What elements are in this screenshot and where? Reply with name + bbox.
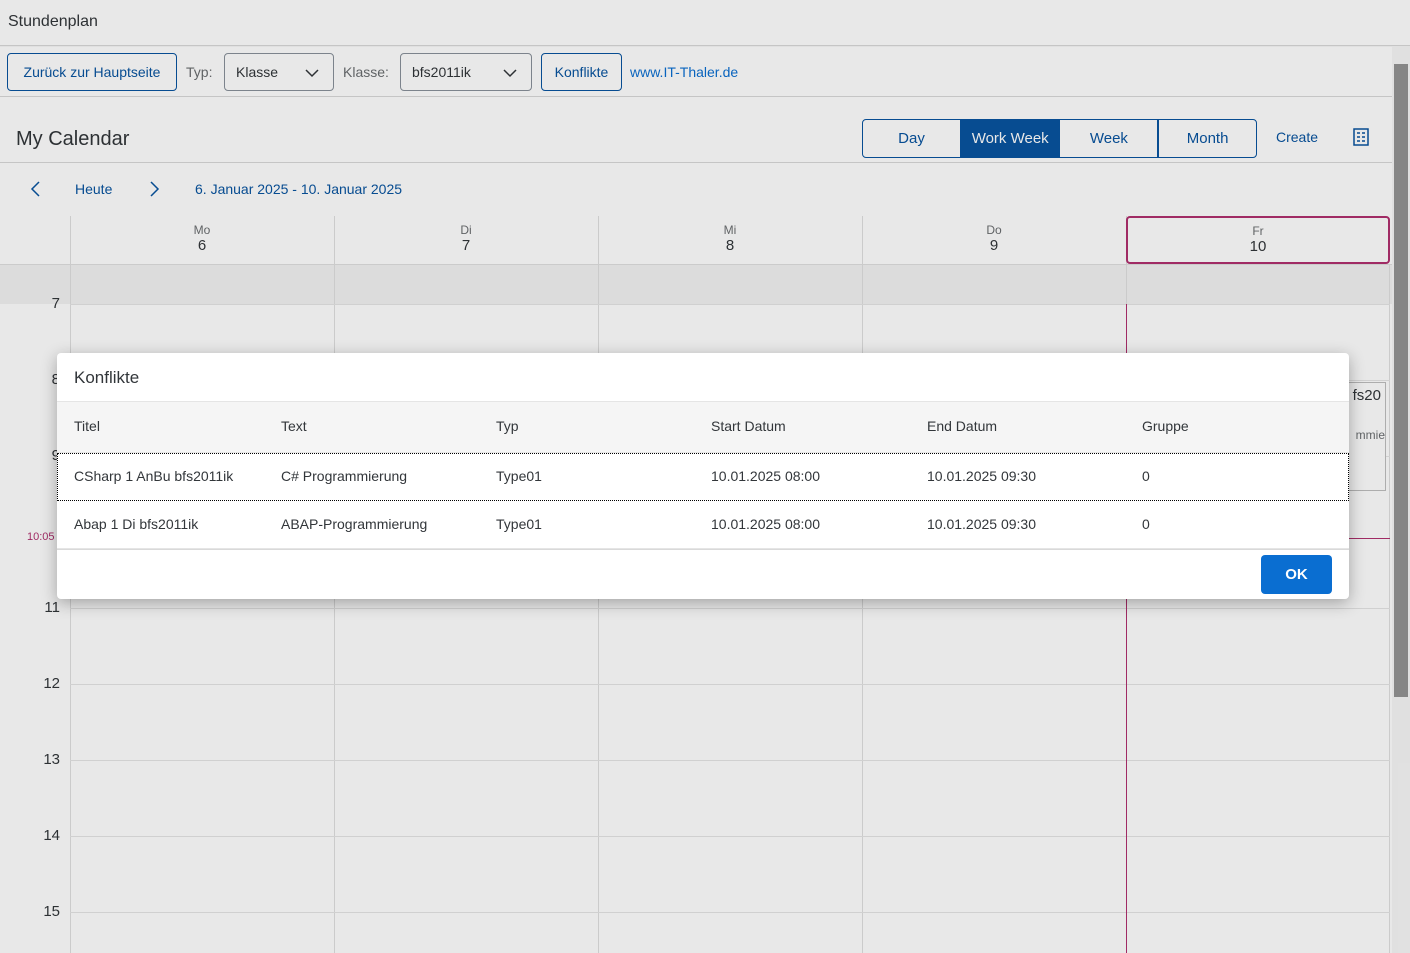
table-row[interactable]: CSharp 1 AnBu bfs2011ik C# Programmierung… bbox=[57, 453, 1349, 501]
day-name: Fr bbox=[1252, 224, 1264, 238]
column-header: End Datum bbox=[927, 418, 998, 434]
now-label: 10:05 bbox=[27, 531, 55, 544]
view-switch: Day Work Week Week Month bbox=[862, 119, 1258, 158]
next-button[interactable] bbox=[148, 181, 162, 197]
toolbar: Zurück zur Hauptseite Typ: Klasse Klasse… bbox=[0, 47, 1392, 97]
day-name: Mi bbox=[723, 223, 737, 237]
day-header[interactable]: Di 7 bbox=[334, 216, 598, 264]
hour-label: 7 bbox=[51, 295, 60, 312]
day-date: 9 bbox=[989, 237, 999, 254]
klasse-select[interactable]: bfs2011ik bbox=[400, 53, 532, 91]
table-body: CSharp 1 AnBu bfs2011ik C# Programmierung… bbox=[57, 453, 1349, 550]
view-button[interactable]: Month bbox=[1158, 119, 1258, 158]
column-header: Typ bbox=[496, 418, 519, 434]
hour-label: 14 bbox=[43, 827, 60, 844]
day-header[interactable]: Mi 8 bbox=[598, 216, 862, 264]
settings-icon[interactable] bbox=[1353, 128, 1369, 146]
dropdown-icon bbox=[305, 69, 319, 78]
today-button[interactable]: Heute bbox=[75, 181, 113, 197]
day-date: 10 bbox=[1249, 238, 1267, 255]
typ-value: Klasse bbox=[236, 64, 279, 80]
hour-line bbox=[70, 912, 1390, 913]
dialog-title: Konflikte bbox=[74, 368, 140, 387]
day-header[interactable]: Do 9 bbox=[862, 216, 1126, 264]
link[interactable]: www.IT-Thaler.de bbox=[630, 64, 739, 80]
table-cell: Abap 1 Di bfs2011ik bbox=[74, 516, 199, 532]
title-bar: Stundenplan bbox=[0, 0, 1410, 46]
table-cell: CSharp 1 AnBu bfs2011ik bbox=[74, 468, 234, 484]
day-date: 6 bbox=[197, 237, 207, 254]
hour-label: 12 bbox=[43, 675, 60, 692]
table-cell: ABAP-Programmierung bbox=[281, 516, 428, 532]
table-cell: 10.01.2025 08:00 bbox=[711, 516, 820, 532]
appointment-text: mmie bbox=[1355, 428, 1385, 442]
day-date: 8 bbox=[725, 237, 735, 254]
hour-line bbox=[70, 304, 1390, 305]
table-cell: 0 bbox=[1142, 516, 1150, 532]
hour-label: 13 bbox=[43, 751, 60, 768]
hour-label: 9 bbox=[51, 447, 60, 464]
table-cell: 10.01.2025 08:00 bbox=[711, 468, 820, 484]
calendar-title: My Calendar bbox=[16, 128, 130, 150]
column-header: Start Datum bbox=[711, 418, 786, 434]
view-button[interactable]: Work Week bbox=[960, 119, 1060, 158]
view-button[interactable]: Week bbox=[1059, 119, 1159, 158]
day-name: Mo bbox=[193, 223, 211, 237]
appointment-title: fs20 bbox=[1352, 387, 1381, 404]
table-cell: 10.01.2025 09:30 bbox=[927, 468, 1036, 484]
klasse-value: bfs2011ik bbox=[412, 64, 471, 80]
column-header: Titel bbox=[74, 418, 100, 434]
footer-divider bbox=[57, 549, 1349, 550]
day-name: Di bbox=[460, 223, 472, 237]
day-header[interactable]: Fr 10 bbox=[1126, 216, 1390, 264]
back-button[interactable]: Zurück zur Hauptseite bbox=[7, 53, 177, 91]
header-divider bbox=[0, 264, 1392, 265]
hour-line bbox=[70, 608, 1390, 609]
column-header: Gruppe bbox=[1142, 418, 1189, 434]
hour-label: 8 bbox=[51, 371, 60, 388]
table-header: Titel Text Typ Start Datum End Datum Gruppe bbox=[57, 401, 1349, 453]
prev-button[interactable] bbox=[28, 181, 42, 197]
table-cell: Type01 bbox=[496, 468, 542, 484]
day-name: Do bbox=[986, 223, 1002, 237]
klasse-label: Klasse: bbox=[343, 64, 389, 80]
table-cell: Type01 bbox=[496, 516, 542, 532]
hour-line bbox=[70, 836, 1390, 837]
konflikte-button[interactable]: Konflikte bbox=[541, 53, 622, 91]
column-header: Text bbox=[281, 418, 307, 434]
table-cell: C# Programmierung bbox=[281, 468, 408, 484]
create-button[interactable]: Create bbox=[1276, 129, 1319, 145]
day-date: 7 bbox=[461, 237, 471, 254]
date-range[interactable]: 6. Januar 2025 - 10. Januar 2025 bbox=[195, 181, 403, 197]
scrollbar[interactable] bbox=[1392, 47, 1410, 953]
app-title: Stundenplan bbox=[8, 13, 98, 30]
ok-button[interactable]: OK bbox=[1261, 555, 1332, 594]
hour-line bbox=[70, 760, 1390, 761]
day-header[interactable]: Mo 6 bbox=[70, 216, 334, 264]
typ-select[interactable]: Klasse bbox=[224, 53, 334, 91]
view-button[interactable]: Day bbox=[862, 119, 961, 158]
scroll-thumb[interactable] bbox=[1394, 64, 1408, 697]
hour-label: 15 bbox=[43, 903, 60, 920]
hour-line bbox=[70, 684, 1390, 685]
dialog: Konflikte Titel Text Typ Start Datum End Dat… bbox=[57, 353, 1349, 599]
calendar-header: My Calendar Day Work Week Week Month Create bbox=[0, 97, 1392, 163]
now-column-line bbox=[1126, 304, 1127, 953]
table-row[interactable]: Abap 1 Di bfs2011ik ABAP-Programmierung Ty… bbox=[57, 501, 1349, 549]
hour-label: 11 bbox=[44, 599, 60, 616]
all-day-row bbox=[0, 264, 1392, 304]
typ-label: Typ: bbox=[186, 64, 213, 80]
table-cell: 0 bbox=[1142, 468, 1150, 484]
table-cell: 10.01.2025 09:30 bbox=[927, 516, 1036, 532]
dropdown-icon bbox=[503, 69, 517, 78]
